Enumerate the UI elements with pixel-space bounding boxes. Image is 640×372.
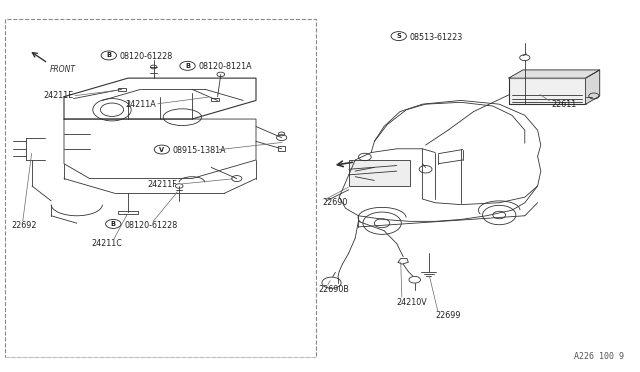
Text: 24210V: 24210V (397, 298, 428, 307)
Polygon shape (586, 70, 600, 104)
Text: 24211C: 24211C (91, 239, 122, 248)
Text: V: V (159, 147, 164, 153)
Text: 08513-61223: 08513-61223 (410, 33, 463, 42)
Text: 24211E: 24211E (44, 92, 74, 100)
Text: 08120-8121A: 08120-8121A (198, 62, 252, 71)
Text: FRONT: FRONT (50, 65, 76, 74)
Text: 22690: 22690 (323, 198, 348, 207)
Text: B: B (185, 63, 190, 69)
Text: 08120-61228: 08120-61228 (124, 221, 177, 230)
Text: S: S (396, 33, 401, 39)
Bar (211, 98, 219, 101)
Bar (5, 19, 316, 357)
Text: 24211F: 24211F (147, 180, 177, 189)
Text: A226 100 9: A226 100 9 (574, 352, 624, 361)
Bar (278, 146, 285, 151)
Text: 24211A: 24211A (125, 100, 156, 109)
Text: 22611: 22611 (552, 100, 577, 109)
Text: 22690B: 22690B (319, 285, 349, 294)
Bar (118, 88, 126, 91)
Bar (118, 211, 138, 214)
Polygon shape (509, 70, 600, 78)
Text: 08120-61228: 08120-61228 (120, 52, 173, 61)
Text: 22692: 22692 (12, 221, 37, 230)
Bar (349, 160, 410, 186)
Text: 22699: 22699 (435, 311, 461, 320)
Text: 08915-1381A: 08915-1381A (173, 146, 227, 155)
Text: B: B (106, 52, 111, 58)
Bar (509, 78, 586, 104)
Text: B: B (111, 221, 116, 227)
